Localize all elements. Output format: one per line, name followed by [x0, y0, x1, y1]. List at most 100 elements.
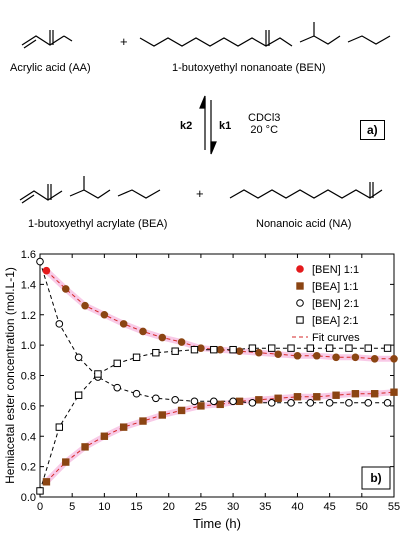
data-point: [210, 345, 218, 354]
reaction-scheme: Acrylic acid (AA) + 1-butoxyethyl nonano…: [0, 0, 409, 246]
y-tick-label-4: 0.8: [21, 371, 36, 383]
panel-a-label: a): [360, 120, 385, 140]
data-point: [351, 390, 360, 398]
series-1: [42, 388, 398, 486]
x-tick-label-1: 5: [69, 501, 75, 513]
legend-marker-3: [296, 316, 304, 324]
product-1-label: 1-butoxyethyl acrylate (BEA): [28, 218, 168, 230]
y-tick-label-6: 1.2: [21, 310, 36, 322]
x-tick-label-11: 55: [388, 501, 400, 513]
data-point: [293, 351, 302, 360]
data-point: [81, 301, 89, 310]
k2-label: k2: [180, 120, 193, 132]
data-point: [158, 333, 167, 342]
data-point: [364, 344, 372, 352]
plus-sign-top: +: [120, 34, 128, 49]
data-point: [139, 327, 147, 336]
data-point: [113, 383, 122, 392]
bea-structure: [19, 176, 161, 204]
data-point: [177, 338, 186, 346]
data-point: [235, 347, 244, 355]
data-point: [216, 400, 224, 409]
legend-marker-1: [296, 282, 304, 290]
data-point: [370, 390, 379, 398]
temperature-label: 20 °C: [250, 124, 279, 136]
series-2: [36, 257, 392, 407]
data-point: [293, 393, 302, 401]
data-point: [248, 399, 257, 407]
x-tick-label-3: 15: [130, 501, 142, 513]
data-point: [100, 432, 109, 440]
data-point: [74, 391, 83, 399]
x-tick-label-0: 0: [37, 501, 43, 513]
fit-curves: [39, 261, 397, 492]
data-point: [390, 388, 398, 396]
x-axis-label: Time (h): [193, 516, 241, 531]
data-point: [190, 397, 199, 406]
k1-label: k1: [219, 120, 232, 132]
data-point: [287, 344, 295, 352]
data-point: [216, 345, 225, 354]
x-tick-label-5: 25: [195, 501, 207, 513]
data-point: [229, 345, 237, 354]
data-point: [132, 389, 141, 398]
reaction-structures: [19, 22, 391, 204]
x-tick-label-4: 20: [163, 501, 175, 513]
data-point: [390, 354, 398, 363]
x-tick-label-8: 40: [291, 501, 303, 513]
legend-marker-0: [296, 265, 304, 273]
data-point: [152, 394, 160, 403]
y-tick-label-3: 0.6: [21, 401, 36, 413]
legend-label-2: [BEN] 2:1: [312, 298, 359, 310]
fit-curve-3: [39, 347, 388, 492]
y-axis-label: Hemiacetal ester concentration (mol.L-1): [3, 267, 17, 484]
legend-label-1: [BEA] 1:1: [312, 281, 358, 293]
solvent-label: CDCl3: [248, 112, 281, 124]
data-point: [229, 397, 237, 406]
data-point: [287, 399, 295, 407]
legend: [BEN] 1:1 [BEA] 1:1 [BEN] 2:1 [BEA] 2:1 Fit …: [292, 264, 360, 344]
y-tick-label-0: 0.0: [21, 492, 36, 504]
data-point: [325, 344, 334, 352]
data-point: [197, 402, 205, 410]
legend-label-3: [BEA] 2:1: [312, 315, 358, 327]
legend-fit-label: Fit curves: [312, 332, 360, 344]
series-0: [42, 266, 398, 363]
data-point: [255, 348, 263, 357]
equilibrium-arrows: [199, 95, 217, 155]
ben-structure: [139, 22, 391, 47]
data-point: [62, 458, 70, 466]
data-point: [119, 423, 128, 431]
data-point: [190, 345, 199, 354]
concentration-chart: 0 5 10 15 20 25 30 35 40 45 50 55 0.0 0.2 0.4 0.6 0.8 1.0…: [3, 249, 400, 531]
y-tick-label-2: 0.4: [21, 431, 36, 443]
data-point: [171, 396, 179, 404]
reactant-1-label: Acrylic acid (AA): [10, 62, 91, 74]
data-point: [364, 399, 373, 407]
data-point: [171, 347, 179, 355]
data-point: [36, 257, 44, 266]
reactant-2-label: 1-butoxyethyl nonanoate (BEN): [172, 62, 326, 74]
x-tick-label-6: 30: [227, 501, 239, 513]
y-tick-label-5: 1.0: [21, 340, 36, 352]
acrylic-acid-structure: [21, 30, 73, 49]
data-point: [370, 354, 379, 363]
data-point: [248, 344, 257, 352]
data-point: [42, 266, 51, 275]
data-point: [55, 423, 64, 431]
series-3: [36, 344, 392, 495]
data-point: [267, 399, 276, 407]
data-point: [158, 411, 166, 419]
data-point: [113, 359, 121, 368]
data-point: [139, 417, 147, 425]
data-point: [74, 353, 83, 362]
data-point: [274, 350, 282, 359]
data-point: [383, 399, 392, 407]
x-tick-label-7: 35: [259, 501, 271, 513]
data-point: [306, 344, 315, 352]
y-tick-label-1: 0.2: [21, 462, 36, 474]
data-point: [42, 478, 51, 486]
panel-b-box: [361, 466, 391, 490]
data-point: [345, 399, 353, 407]
y-tick-label-7: 1.4: [21, 279, 36, 291]
